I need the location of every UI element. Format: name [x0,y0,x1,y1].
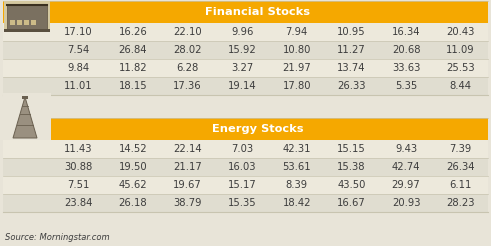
Text: 16.03: 16.03 [228,162,256,172]
Bar [17,20,22,25]
Bar [3,23,488,41]
Text: 9.43: 9.43 [395,144,417,154]
Polygon shape [13,97,37,138]
Text: 20.43: 20.43 [446,27,475,37]
Text: 11.43: 11.43 [64,144,93,154]
Text: 13.74: 13.74 [337,63,366,73]
Bar [4,29,50,32]
Bar [24,20,29,25]
Text: 16.34: 16.34 [392,27,420,37]
Text: Source: Morningstar.com: Source: Morningstar.com [5,233,109,243]
Text: 26.33: 26.33 [337,81,366,91]
Bar [3,158,488,176]
Text: 16.67: 16.67 [337,198,366,208]
Text: 7.51: 7.51 [67,180,89,190]
Text: 45.62: 45.62 [119,180,147,190]
Text: 14.52: 14.52 [119,144,147,154]
Text: 26.18: 26.18 [119,198,147,208]
Text: 9.84: 9.84 [67,63,89,73]
Text: 11.27: 11.27 [337,45,366,55]
Text: 28.02: 28.02 [173,45,202,55]
Text: 38.79: 38.79 [173,198,202,208]
Text: 18.42: 18.42 [282,198,311,208]
Text: 21.17: 21.17 [173,162,202,172]
Text: 11.01: 11.01 [64,81,93,91]
Text: 21.97: 21.97 [282,63,311,73]
Bar [3,93,51,140]
Text: 42.74: 42.74 [392,162,420,172]
Text: 3.27: 3.27 [231,63,253,73]
Text: 25.53: 25.53 [446,63,475,73]
Text: 17.10: 17.10 [64,27,93,37]
Text: 7.39: 7.39 [450,144,472,154]
Text: 15.92: 15.92 [228,45,257,55]
Text: 20.68: 20.68 [392,45,420,55]
Text: 6.11: 6.11 [449,180,472,190]
Bar [10,20,15,25]
Text: 22.14: 22.14 [173,144,202,154]
Text: 30.88: 30.88 [64,162,92,172]
Text: 15.38: 15.38 [337,162,366,172]
Text: 16.26: 16.26 [118,27,147,37]
Text: 26.84: 26.84 [119,45,147,55]
Bar [3,194,488,212]
Text: 15.15: 15.15 [337,144,366,154]
Text: 20.93: 20.93 [392,198,420,208]
Text: 17.80: 17.80 [282,81,311,91]
Text: 6.28: 6.28 [176,63,199,73]
Text: 18.15: 18.15 [119,81,147,91]
Text: 23.84: 23.84 [64,198,92,208]
Bar [4,1,50,32]
Bar [22,96,28,99]
Text: 8.44: 8.44 [450,81,472,91]
Text: 7.54: 7.54 [67,45,89,55]
Text: Financial Stocks: Financial Stocks [205,7,310,17]
Text: 19.50: 19.50 [119,162,147,172]
Text: 33.63: 33.63 [392,63,420,73]
Text: 15.35: 15.35 [228,198,256,208]
Bar [3,118,488,140]
Text: 5.35: 5.35 [395,81,417,91]
Text: 17.36: 17.36 [173,81,202,91]
Bar [3,140,488,158]
Text: 53.61: 53.61 [282,162,311,172]
Text: 11.09: 11.09 [446,45,475,55]
Text: 28.23: 28.23 [446,198,475,208]
Text: 22.10: 22.10 [173,27,202,37]
Bar [31,20,36,25]
Text: 19.67: 19.67 [173,180,202,190]
Text: 26.34: 26.34 [446,162,475,172]
Text: 42.31: 42.31 [282,144,311,154]
Text: 10.80: 10.80 [283,45,311,55]
Text: 19.14: 19.14 [228,81,256,91]
Text: 11.82: 11.82 [119,63,147,73]
Bar [3,176,488,194]
Text: 43.50: 43.50 [337,180,366,190]
Text: 29.97: 29.97 [392,180,420,190]
Bar [3,1,488,23]
Text: Energy Stocks: Energy Stocks [212,124,303,134]
Text: 15.17: 15.17 [228,180,257,190]
Text: 9.96: 9.96 [231,27,253,37]
Bar [3,77,488,95]
Text: 7.03: 7.03 [231,144,253,154]
Bar [7,5,47,29]
Text: 8.39: 8.39 [286,180,308,190]
Bar [3,41,488,59]
Text: 10.95: 10.95 [337,27,366,37]
Text: 7.94: 7.94 [286,27,308,37]
Bar [3,59,488,77]
